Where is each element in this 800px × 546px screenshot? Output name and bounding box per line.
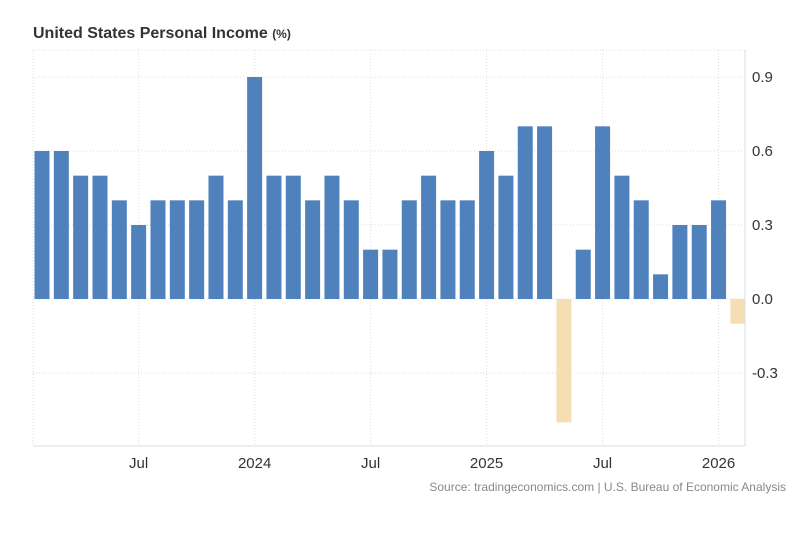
bar [343, 200, 359, 299]
bar [92, 175, 108, 299]
bar [498, 175, 514, 299]
bar [189, 200, 205, 299]
bar [247, 77, 263, 299]
bar [73, 175, 89, 299]
y-tick-label: 0.9 [752, 69, 773, 86]
unit-label: (%) [272, 27, 291, 41]
bar [479, 151, 495, 299]
bar [382, 249, 398, 299]
bar [556, 299, 572, 423]
bar [730, 299, 746, 324]
y-tick-label: -0.3 [752, 365, 778, 382]
x-tick-label: 2025 [470, 455, 503, 472]
bar [614, 175, 630, 299]
bar [517, 126, 533, 299]
source-note: Source: tradingeconomics.com | U.S. Bure… [429, 480, 786, 494]
bar [363, 249, 379, 299]
bar [111, 200, 127, 299]
bar [34, 151, 50, 299]
chart-title: United States Personal Income (%) [33, 25, 291, 43]
bar [53, 151, 69, 299]
y-tick-label: 0.0 [752, 291, 773, 308]
bar [711, 200, 727, 299]
x-tick-label: 2026 [702, 455, 735, 472]
x-tick-label: Jul [593, 455, 612, 472]
bar [305, 200, 321, 299]
bar [150, 200, 166, 299]
bar [440, 200, 456, 299]
bar [131, 225, 147, 299]
bar [691, 225, 707, 299]
title-text: United States Personal Income [33, 25, 268, 42]
bar [575, 249, 591, 299]
bar [401, 200, 417, 299]
bar [653, 274, 669, 299]
bar [266, 175, 282, 299]
bar [324, 175, 340, 299]
bar [537, 126, 553, 299]
y-tick-label: 0.6 [752, 143, 773, 160]
bar [285, 175, 301, 299]
bar [421, 175, 437, 299]
bar [459, 200, 475, 299]
bar [208, 175, 224, 299]
bar [595, 126, 611, 299]
x-tick-label: 2024 [238, 455, 271, 472]
bar [227, 200, 243, 299]
bar [672, 225, 688, 299]
x-tick-label: Jul [361, 455, 380, 472]
y-tick-label: 0.3 [752, 217, 773, 234]
bar [169, 200, 185, 299]
x-tick-label: Jul [129, 455, 148, 472]
bar [633, 200, 649, 299]
